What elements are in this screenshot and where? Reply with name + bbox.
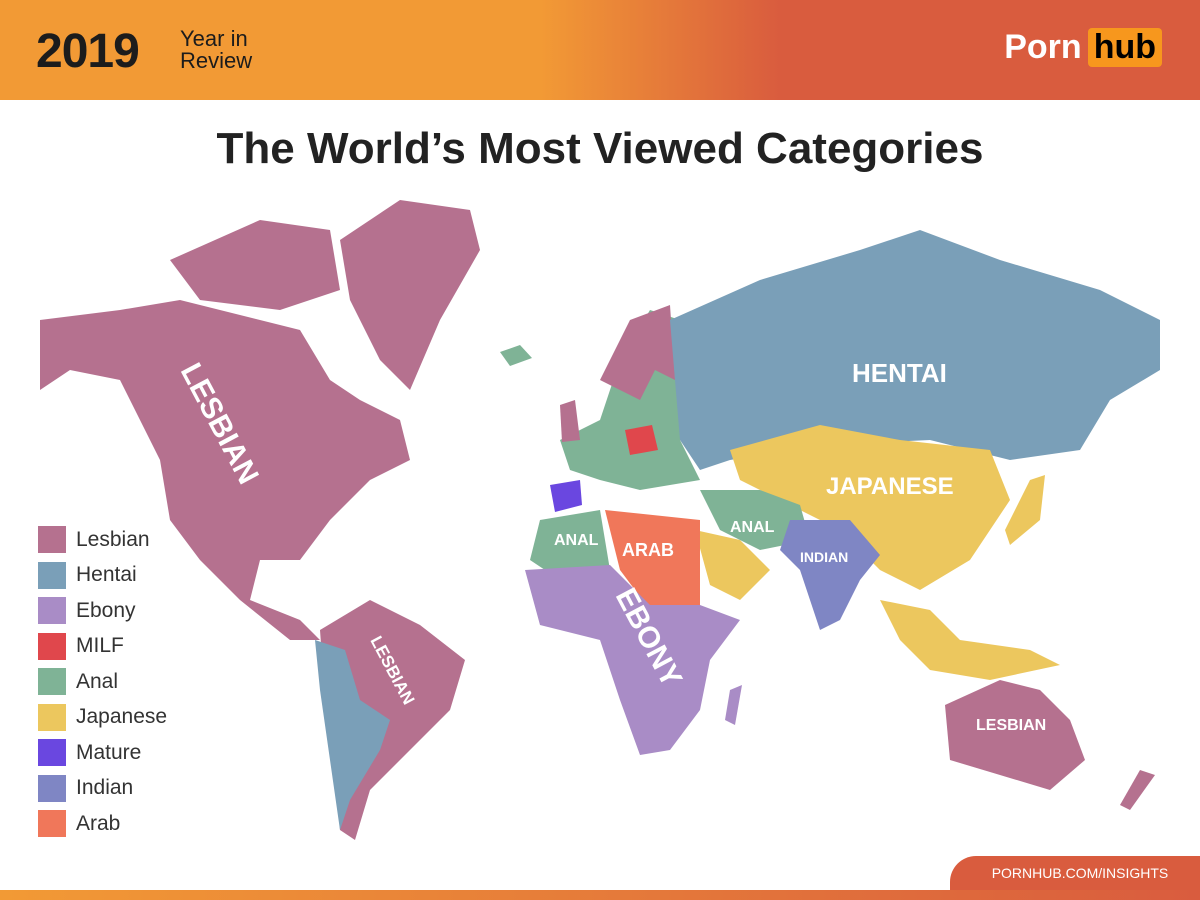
region-central-asia [700, 490, 810, 550]
legend-label: Arab [76, 811, 121, 835]
region-new-zealand [1120, 770, 1155, 810]
logo: Porn hub [1004, 28, 1162, 67]
map-label-australia: LESBIAN [976, 717, 1046, 734]
region-africa [525, 565, 740, 755]
legend-label: Indian [76, 776, 134, 800]
year-in-review-label: Year in Review [180, 26, 253, 73]
logo-text-left: Porn [1004, 28, 1082, 66]
region-greenland [340, 200, 480, 390]
map-label-middle-east: ARAB [622, 540, 674, 560]
legend-item: Mature [38, 735, 167, 771]
region-north-africa-anal [530, 510, 610, 580]
legend-swatch [38, 703, 66, 731]
legend-item: Anal [38, 664, 167, 700]
legend-swatch [38, 597, 66, 625]
logo-text-right: hub [1087, 28, 1162, 67]
map-label-asia: JAPANESE [826, 473, 954, 500]
region-scandinavia [600, 305, 675, 400]
region-india [780, 520, 880, 630]
region-iceland [500, 345, 532, 366]
legend-item: Hentai [38, 558, 167, 594]
header-banner: 2019 Year in Review Porn hub [0, 0, 1200, 100]
legend-swatch [38, 632, 66, 660]
legend-label: MILF [76, 634, 124, 658]
legend-label: Anal [76, 669, 119, 693]
legend-swatch [38, 561, 66, 589]
bottom-bar [0, 890, 1200, 900]
legend-label: Mature [76, 740, 142, 764]
legend-swatch [38, 774, 66, 802]
legend-item: Indian [38, 771, 167, 807]
region-south-america-west [315, 640, 390, 830]
region-australia [945, 680, 1085, 790]
legend-label: Hentai [76, 563, 137, 587]
legend-label: Ebony [76, 598, 136, 622]
legend-item: Arab [38, 806, 167, 842]
legend-swatch [38, 668, 66, 696]
legend-item: MILF [38, 629, 167, 665]
year: 2019 [36, 25, 140, 78]
page-title: The World’s Most Viewed Categories [216, 124, 984, 173]
map-label-india: INDIAN [800, 549, 848, 565]
legend: Lesbian Hentai Ebony MILF Anal Japanese Mature… [38, 522, 167, 842]
legend-item: Japanese [38, 700, 167, 736]
region-madagascar [725, 685, 742, 725]
legend-item: Ebony [38, 593, 167, 629]
legend-swatch [38, 526, 66, 554]
legend-label: Lesbian [76, 527, 150, 551]
region-uk [560, 400, 580, 442]
region-arctic-islands [170, 220, 340, 310]
region-north-america [40, 300, 410, 640]
map-label-north-africa: ANAL [554, 532, 599, 549]
region-spain [550, 480, 582, 512]
footer-url[interactable]: PORNHUB.COM/INSIGHTS [950, 856, 1200, 890]
map-label-russia: HENTAI [852, 358, 947, 388]
region-arabia [695, 530, 770, 600]
legend-item: Lesbian [38, 522, 167, 558]
region-japan [1005, 475, 1045, 545]
region-north-africa-arab [605, 510, 700, 610]
region-southeast-asia [880, 600, 1060, 680]
legend-swatch [38, 739, 66, 767]
region-east-asia [730, 425, 1010, 590]
legend-swatch [38, 810, 66, 838]
region-poland [625, 425, 658, 455]
region-russia [670, 230, 1160, 470]
map-label-central-asia: ANAL [730, 519, 775, 536]
legend-label: Japanese [76, 705, 168, 729]
